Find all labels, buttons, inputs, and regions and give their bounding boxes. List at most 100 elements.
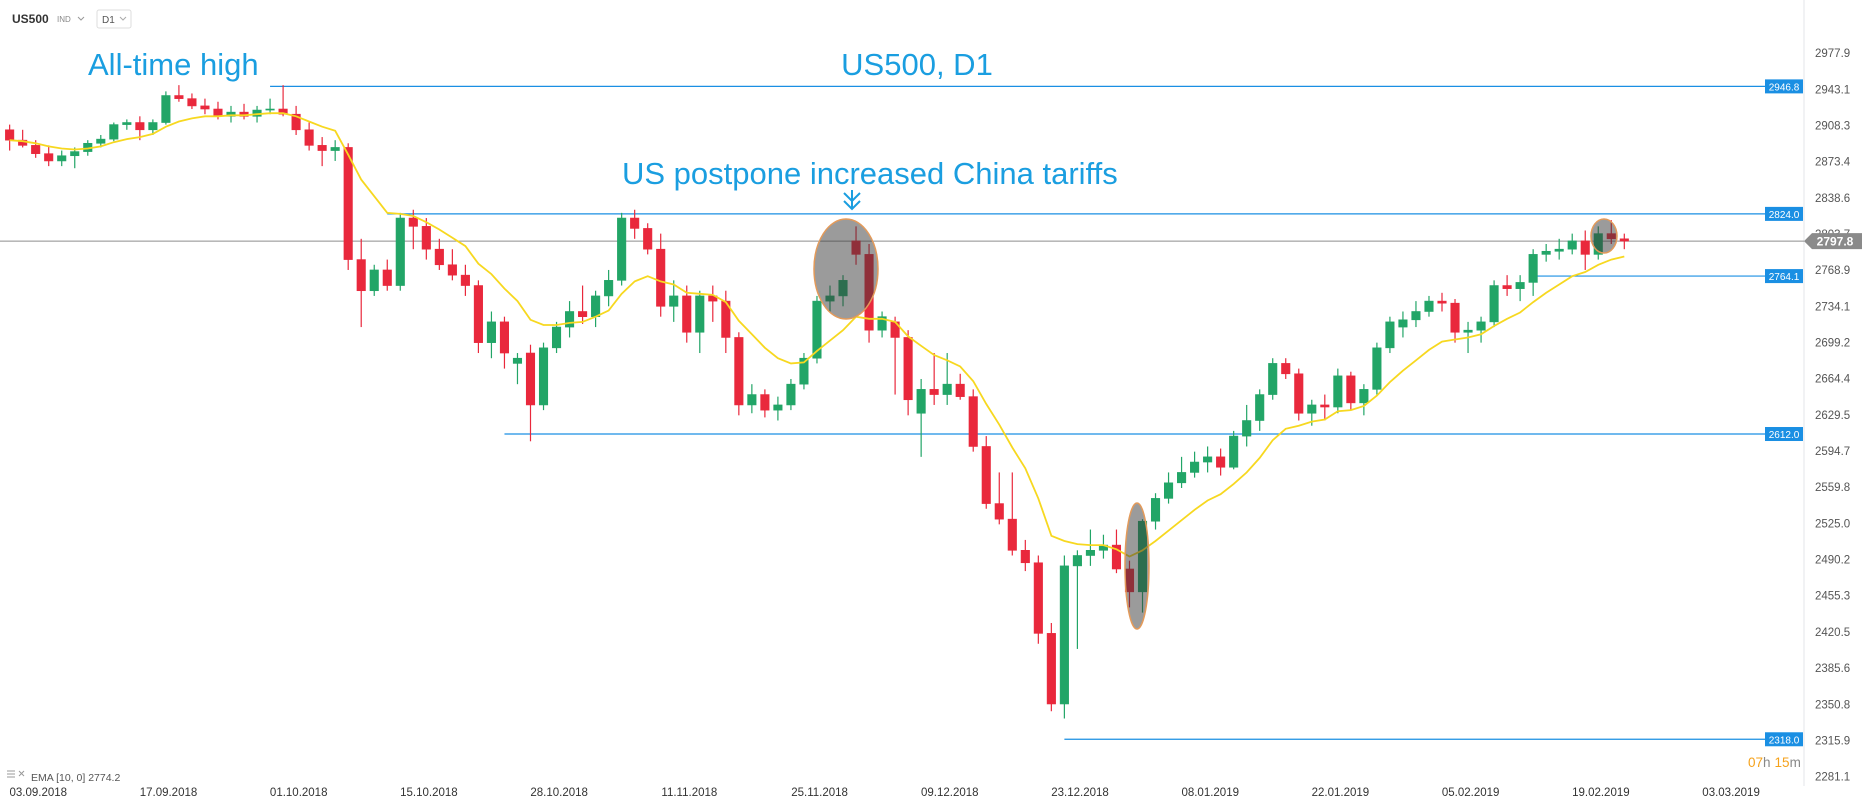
dropdown-caret — [119, 16, 127, 21]
level-label-box — [1765, 269, 1803, 284]
candle-body — [395, 217, 405, 286]
candle-body — [1072, 555, 1082, 567]
y-tick-label: 2873.4 — [1815, 157, 1851, 169]
candle-body — [1398, 319, 1408, 328]
candle-body — [1150, 498, 1161, 522]
candle-body — [1333, 375, 1343, 408]
candle-body — [538, 347, 549, 406]
level-label-box — [1765, 206, 1803, 221]
candle-body — [473, 285, 483, 343]
y-tick-label: 2525.0 — [1815, 518, 1850, 530]
candle-body — [1059, 565, 1069, 705]
candle-body — [499, 321, 510, 354]
last-price-label: 2797.8 — [1817, 235, 1854, 249]
candle-body — [265, 108, 275, 111]
y-tick-label: 2977.9 — [1815, 48, 1850, 60]
candle-body — [1216, 456, 1226, 468]
candle-body — [604, 280, 614, 297]
indicator-icon[interactable] — [7, 770, 15, 778]
candle-body — [669, 295, 679, 307]
x-tick-label: 08.01.2019 — [1181, 787, 1239, 799]
candle-body — [1502, 285, 1512, 289]
candle-body — [31, 145, 41, 154]
candle-body — [161, 95, 171, 123]
candle-body — [1372, 347, 1382, 390]
timeframe[interactable]: D1 — [102, 15, 115, 26]
candle-body — [434, 248, 444, 266]
x-tick-label: 22.01.2019 — [1312, 787, 1370, 799]
candle-body — [304, 129, 314, 146]
y-tick-label: 2315.9 — [1815, 735, 1850, 747]
candle-body — [1229, 435, 1239, 468]
candle-body — [460, 274, 470, 286]
candle-body — [96, 138, 106, 144]
candle-body — [773, 404, 783, 411]
candle-body — [1164, 482, 1174, 499]
candle-body — [109, 124, 119, 140]
candle-body — [786, 383, 796, 406]
candle-body — [5, 129, 15, 141]
candle-body — [656, 248, 666, 307]
candle-body — [643, 228, 653, 250]
annotation: All-time high — [88, 47, 259, 82]
candle-body — [1385, 321, 1395, 349]
indicator-label: EMA [10, 0] 2774.2 — [31, 772, 120, 784]
x-tick-label: 09.12.2018 — [921, 787, 979, 799]
candle-body — [122, 122, 132, 125]
candle-body — [695, 295, 705, 333]
axes: 2977.92943.12908.32873.42838.62803.72768… — [10, 48, 1862, 799]
indicator-remove[interactable] — [18, 770, 25, 777]
candle-body — [330, 147, 340, 151]
y-tick-label: 2768.9 — [1815, 265, 1850, 277]
candle-body — [1033, 562, 1043, 634]
level-label: 2946.8 — [1769, 82, 1800, 93]
y-tick-label: 2350.8 — [1815, 699, 1850, 711]
countdown-minutes: 15 — [1775, 755, 1790, 770]
symbol-header: US500 IND D1 — [12, 9, 132, 29]
y-tick-label: 2455.3 — [1815, 591, 1850, 603]
x-tick-label: 19.02.2019 — [1572, 787, 1630, 799]
timeframe-dropdown[interactable] — [96, 9, 132, 29]
candle-body — [1294, 373, 1304, 414]
candle-body — [1111, 544, 1122, 570]
x-tick-label: 11.11.2018 — [661, 787, 717, 799]
ema-line — [9, 112, 1625, 558]
candle-body — [1307, 404, 1317, 414]
level-label-box — [1765, 732, 1803, 747]
y-tick-label: 2490.2 — [1815, 555, 1850, 567]
candle-body — [408, 217, 418, 227]
level-label-box — [1765, 79, 1803, 94]
y-tick-label: 2594.7 — [1815, 446, 1850, 458]
candle-body — [1437, 300, 1447, 304]
y-tick-label: 2734.1 — [1815, 301, 1850, 313]
candle-body — [291, 113, 301, 131]
candle-body — [591, 295, 601, 317]
level-label: 2612.0 — [1769, 430, 1800, 441]
candle-body — [1346, 375, 1356, 404]
candle-body — [135, 122, 145, 131]
countdown-hours: 07 — [1748, 755, 1763, 770]
candle-body — [1203, 456, 1213, 463]
candle-body — [1463, 329, 1473, 333]
chart-title: US500, D1 — [841, 47, 993, 82]
symbol: US500 — [12, 12, 49, 26]
y-tick-label: 2385.6 — [1815, 663, 1850, 675]
y-tick-label: 2420.5 — [1815, 627, 1850, 639]
market[interactable]: IND — [57, 15, 71, 24]
candle-body — [1242, 420, 1252, 437]
y-tick-label: 2943.1 — [1815, 84, 1850, 96]
candle-body — [968, 396, 978, 447]
candle-body — [187, 98, 197, 107]
highlight-ellipse — [1124, 502, 1150, 630]
candle-body — [317, 145, 327, 151]
candle-body — [525, 352, 536, 406]
candle-body — [57, 155, 67, 162]
candle-body — [1007, 518, 1017, 551]
candle-body — [565, 311, 575, 328]
candle-body — [1320, 404, 1330, 408]
level-label: 2764.1 — [1769, 272, 1800, 283]
x-tick-label: 23.12.2018 — [1051, 787, 1109, 799]
y-tick-label: 2699.2 — [1815, 338, 1850, 350]
y-tick-label: 2838.6 — [1815, 193, 1850, 205]
candle-body — [1281, 363, 1291, 375]
